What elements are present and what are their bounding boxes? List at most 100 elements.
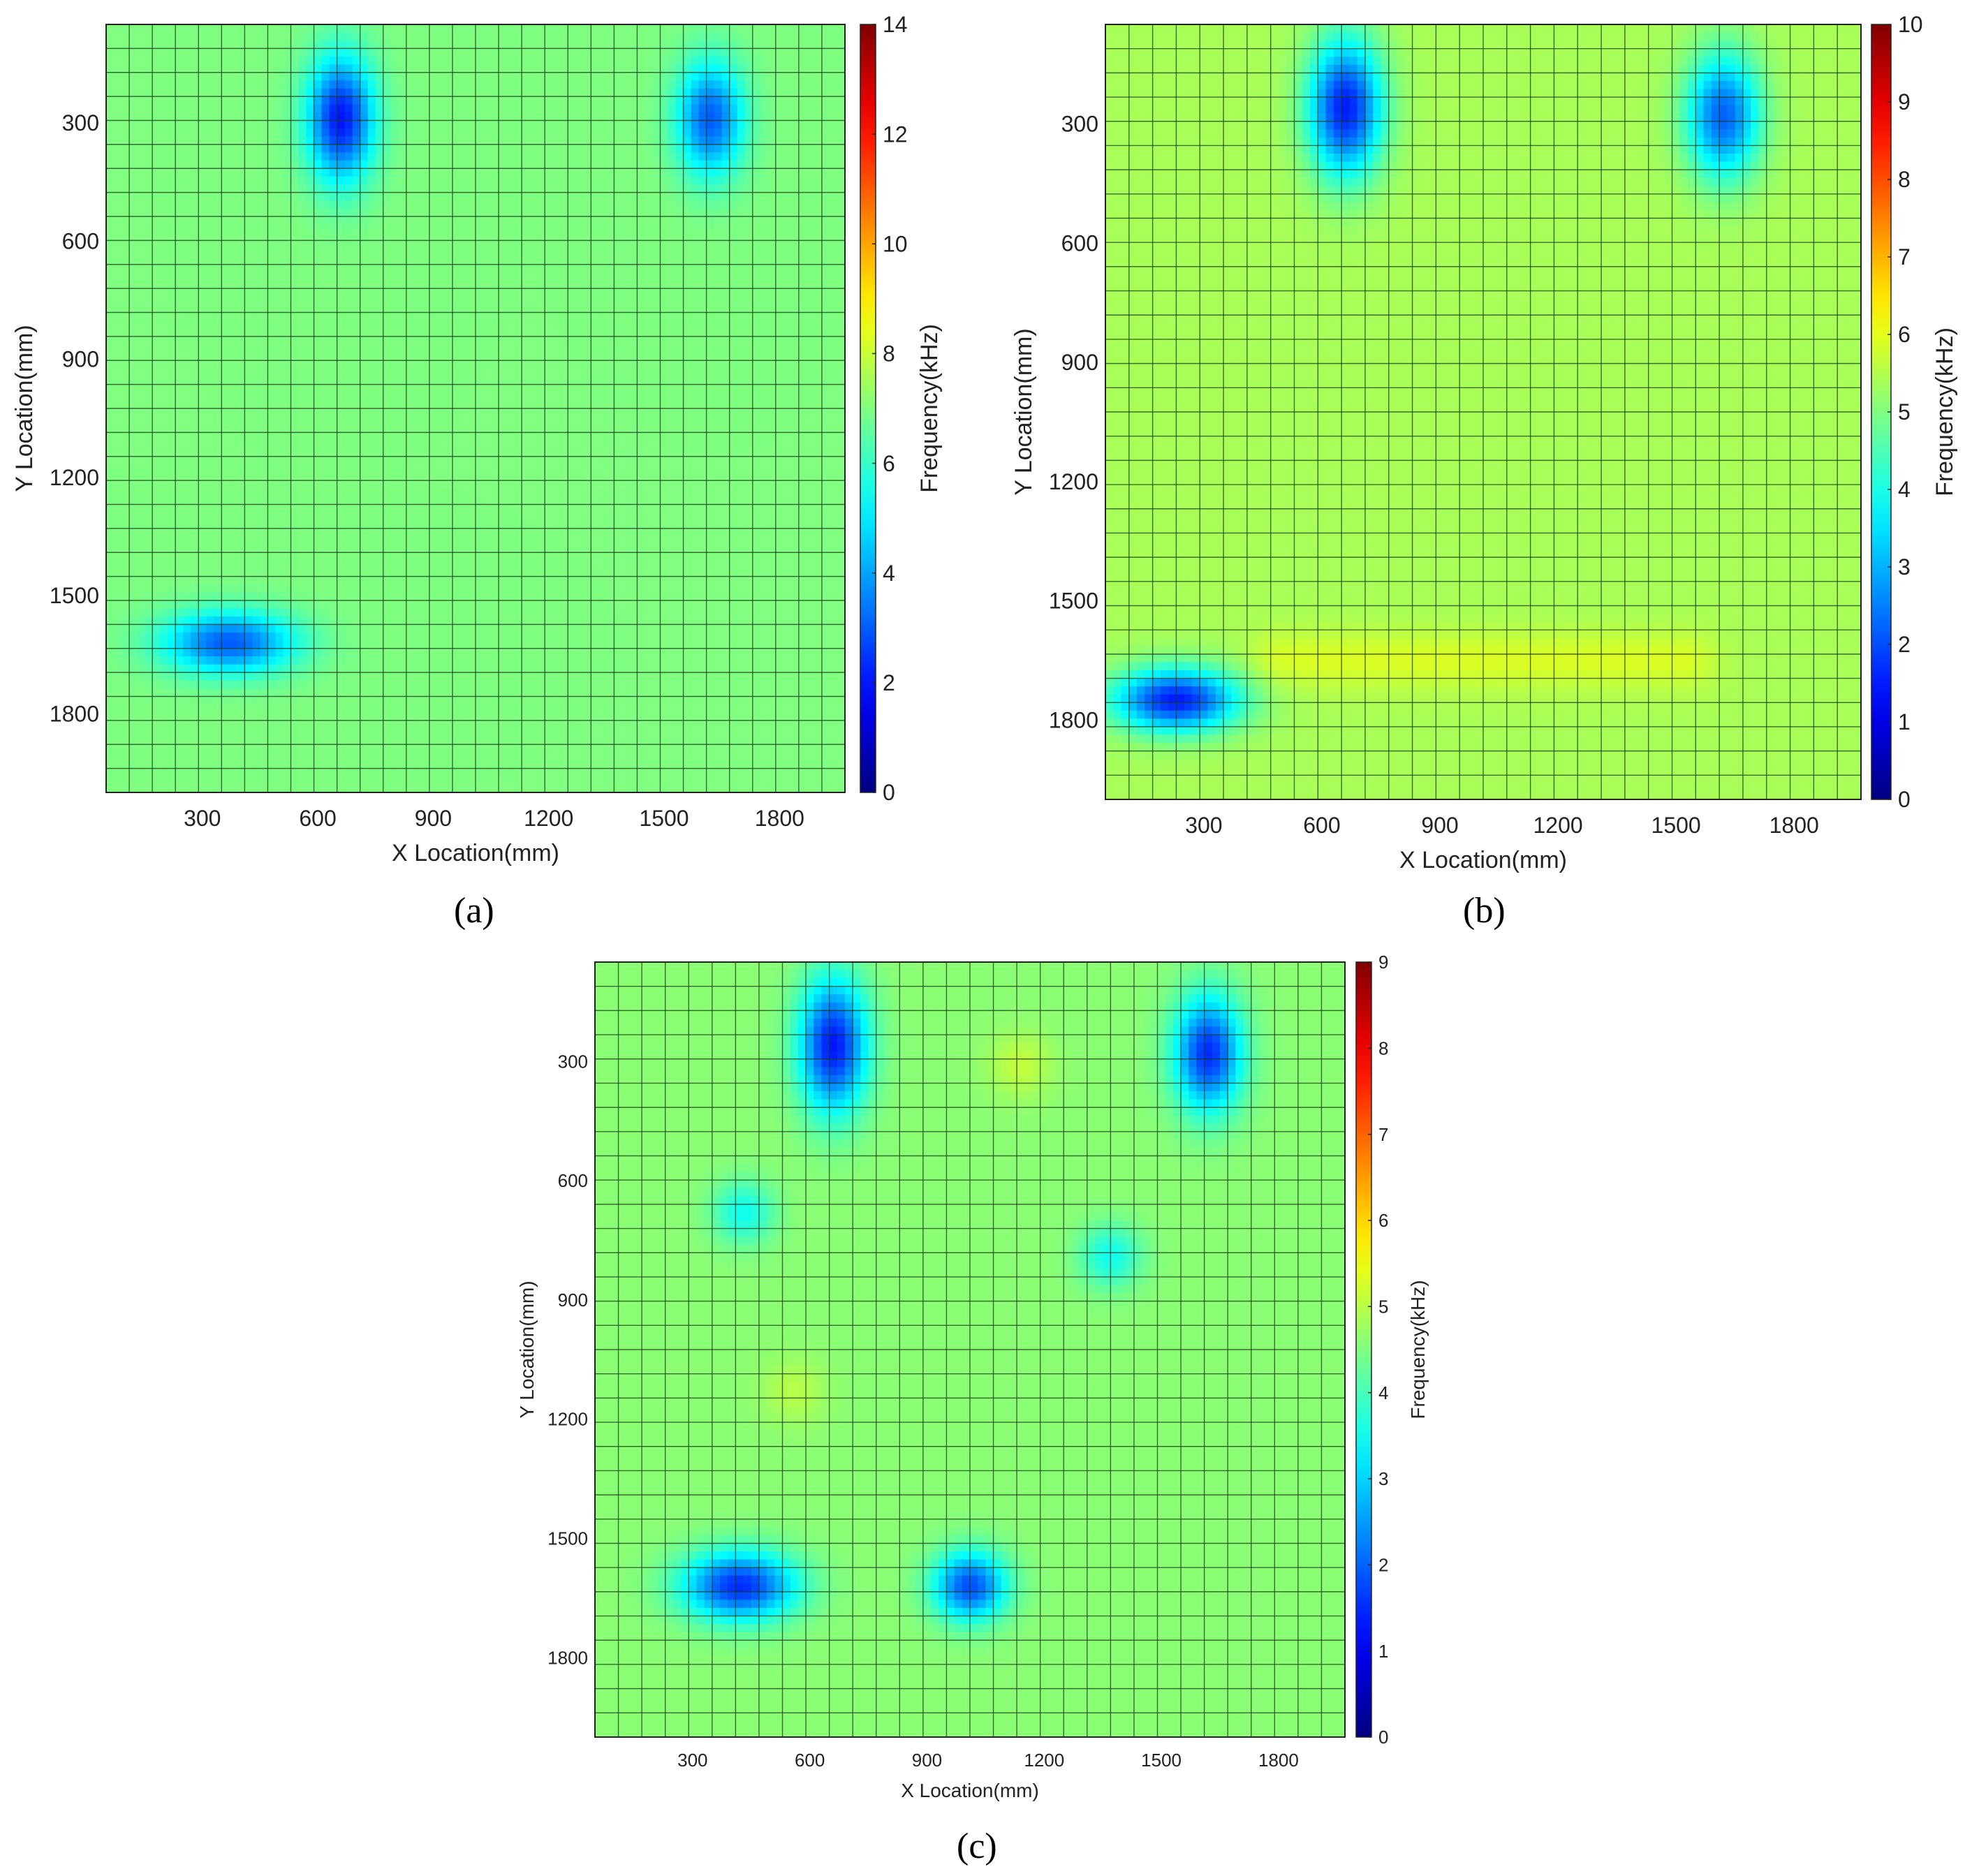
heatmap-cell	[383, 200, 392, 209]
heatmap-cell	[483, 424, 492, 433]
heatmap-cell	[422, 408, 430, 417]
heatmap-cell	[206, 184, 214, 193]
heatmap-cell	[314, 265, 323, 273]
heatmap-cell	[799, 73, 807, 81]
heatmap-cell	[598, 288, 607, 297]
heatmap-cell	[260, 432, 268, 441]
heatmap-cell	[661, 424, 669, 433]
heatmap-cell	[137, 57, 145, 65]
heatmap-cell	[483, 392, 492, 401]
heatmap-cell	[807, 376, 815, 385]
heatmap-cell	[137, 376, 145, 385]
heatmap-cell	[368, 432, 376, 441]
heatmap-cell	[414, 73, 422, 81]
heatmap-cell	[560, 161, 568, 169]
heatmap-cell	[160, 281, 168, 289]
heatmap-cell	[191, 121, 199, 129]
heatmap-cell	[753, 105, 761, 113]
heatmap-cell	[445, 416, 453, 424]
heatmap-cell	[114, 177, 122, 185]
heatmap-cell	[591, 40, 599, 49]
heatmap-cell	[360, 73, 369, 81]
heatmap-cell	[637, 369, 645, 377]
heatmap-cell	[345, 432, 353, 441]
heatmap-cell	[807, 408, 815, 417]
heatmap-cell	[322, 209, 330, 217]
heatmap-cell	[129, 177, 138, 185]
heatmap-cell	[330, 105, 338, 113]
heatmap-cell	[183, 136, 191, 145]
heatmap-cell	[206, 320, 214, 329]
heatmap-cell	[591, 408, 599, 417]
heatmap-cell	[191, 57, 199, 65]
heatmap-cell	[275, 89, 284, 97]
heatmap-cell	[745, 224, 753, 232]
heatmap-cell	[237, 344, 245, 353]
heatmap-cell	[591, 32, 599, 40]
heatmap-cell	[229, 353, 237, 361]
heatmap-cell	[837, 401, 846, 409]
heatmap-cell	[730, 57, 738, 65]
heatmap-cell	[684, 73, 692, 81]
heatmap-cell	[691, 145, 700, 153]
heatmap-cell	[506, 232, 515, 241]
heatmap-cell	[583, 121, 591, 129]
heatmap-cell	[452, 168, 461, 177]
heatmap-cell	[345, 424, 353, 433]
heatmap-cell	[422, 96, 430, 105]
heatmap-cell	[637, 105, 645, 113]
heatmap-cell	[152, 353, 161, 361]
heatmap-cell	[645, 408, 653, 417]
heatmap-cell	[260, 96, 268, 105]
heatmap-cell	[699, 136, 707, 145]
heatmap-cell	[406, 57, 415, 65]
heatmap-cell	[345, 152, 353, 161]
heatmap-cell	[468, 424, 476, 433]
heatmap-cell	[699, 232, 707, 241]
heatmap-cell	[476, 369, 484, 377]
heatmap-cell	[499, 369, 507, 377]
heatmap-cell	[776, 200, 784, 209]
heatmap-cell	[807, 193, 815, 201]
heatmap-cell	[568, 57, 576, 65]
heatmap-cell	[621, 265, 630, 273]
heatmap-cell	[468, 177, 476, 185]
heatmap-cell	[837, 432, 846, 441]
heatmap-cell	[330, 224, 338, 232]
heatmap-cell	[776, 297, 784, 305]
heatmap-cell	[244, 209, 253, 217]
heatmap-cell	[568, 200, 576, 209]
heatmap-cell	[299, 184, 307, 193]
heatmap-cell	[691, 313, 700, 321]
heatmap-cell	[337, 344, 346, 353]
heatmap-cell	[229, 240, 237, 249]
heatmap-cell	[337, 288, 346, 297]
heatmap-cell	[737, 401, 746, 409]
heatmap-cell	[376, 89, 384, 97]
heatmap-cell	[221, 48, 230, 57]
heatmap-cell	[699, 265, 707, 273]
heatmap-cell	[614, 392, 622, 401]
heatmap-cell	[145, 200, 153, 209]
heatmap-cell	[183, 249, 191, 257]
heatmap-cell	[160, 89, 168, 97]
heatmap-cell	[621, 240, 630, 249]
heatmap-cell	[822, 48, 830, 57]
heatmap-cell	[299, 416, 307, 424]
heatmap-cell	[768, 328, 777, 337]
heatmap-cell	[552, 232, 561, 241]
heatmap-cell	[160, 161, 168, 169]
heatmap-cell	[621, 128, 630, 137]
heatmap-cell	[652, 265, 661, 273]
heatmap-cell	[468, 249, 476, 257]
heatmap-cell	[452, 105, 461, 113]
heatmap-cell	[360, 105, 369, 113]
heatmap-cell	[229, 337, 237, 345]
heatmap-cell	[552, 89, 561, 97]
heatmap-cell	[730, 392, 738, 401]
heatmap-cell	[707, 432, 715, 441]
heatmap-cell	[183, 265, 191, 273]
heatmap-cell	[330, 73, 338, 81]
heatmap-cell	[406, 249, 415, 257]
heatmap-cell	[768, 40, 777, 49]
